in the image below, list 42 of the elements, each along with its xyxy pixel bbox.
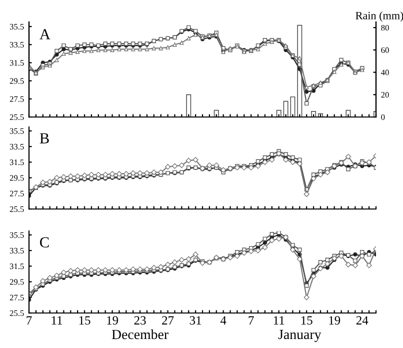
y2-tick-label: 0 — [381, 114, 385, 120]
x-tick-label: 7 — [248, 316, 254, 324]
text: January — [278, 330, 322, 342]
y-tick-label: 27.5 — [10, 294, 24, 300]
x-tick-label: 31 — [190, 316, 202, 325]
x-tick-label: 4 — [220, 316, 226, 324]
y-tick-label: 27.5 — [10, 190, 24, 196]
chart-title: C — [40, 237, 49, 248]
x-tick-label: 19 — [107, 316, 118, 325]
x-tick-label: 19 — [329, 316, 340, 325]
y-tick-label: 29.5 — [10, 175, 24, 181]
y-tick-label: 35.5 — [10, 24, 24, 30]
y-tick-label: 27.5 — [10, 96, 24, 102]
y-tick-label: 31.5 — [10, 60, 24, 66]
y-tick-label: 25.5 — [10, 310, 24, 316]
x-tick-label: 11 — [274, 316, 284, 324]
y2-axis-title: Rain (mm) — [356, 12, 403, 22]
y-tick-label: 35.5 — [10, 232, 24, 238]
chart-title: B — [40, 133, 49, 144]
y-tick-label: 25.5 — [10, 114, 24, 120]
y-tick-label: 29.5 — [10, 279, 24, 285]
x-tick-label: 15 — [301, 316, 312, 325]
y-tick-label: 35.5 — [10, 128, 24, 134]
y-tick-label: 33.5 — [10, 42, 24, 48]
y-tick-label: 31.5 — [10, 264, 24, 270]
y2-tick-label: 40 — [381, 70, 389, 76]
x-tick-label: 7 — [26, 316, 32, 324]
x-tick-label: 24 — [356, 316, 368, 324]
x-tick-label: 15 — [79, 316, 90, 325]
y2-tick-label: 20 — [381, 92, 389, 98]
y-tick-label: 25.5 — [10, 206, 24, 212]
y2-tick-label: 60 — [381, 47, 389, 53]
x-tick-label: 27 — [162, 316, 174, 324]
chart-title: A — [40, 29, 50, 40]
y-tick-label: 33.5 — [10, 144, 24, 150]
text: December — [112, 329, 168, 340]
y-tick-label: 29.5 — [10, 78, 24, 84]
x-tick-label: 23 — [134, 316, 146, 325]
x-tick-label: 11 — [52, 316, 62, 324]
y2-tick-label: 80 — [381, 24, 389, 31]
y-tick-label: 33.5 — [10, 248, 24, 254]
y-tick-label: 31.5 — [10, 160, 24, 166]
